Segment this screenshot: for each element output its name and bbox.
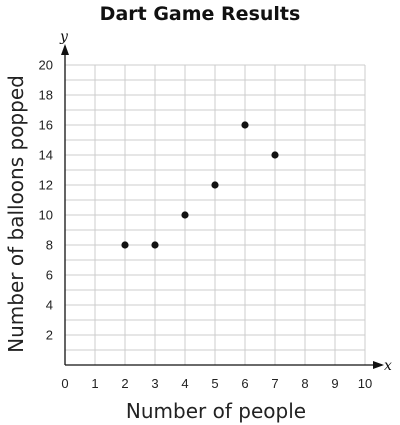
y-tick-label: 12: [39, 178, 53, 193]
x-tick-label: 7: [271, 376, 278, 391]
x-tick-label: 0: [61, 376, 68, 391]
x-axis-variable: x: [384, 358, 392, 374]
x-tick-label: 5: [211, 376, 218, 391]
y-tick-label: 6: [46, 268, 53, 283]
x-tick-label: 3: [151, 376, 158, 391]
x-tick-label: 8: [301, 376, 308, 391]
data-point: [241, 121, 249, 129]
chart-title: Dart Game Results: [99, 3, 301, 25]
y-axis-label: Number of balloons popped: [4, 75, 28, 353]
y-axis-arrow: [61, 44, 69, 55]
x-tick-label: 10: [358, 376, 372, 391]
data-point: [151, 241, 159, 249]
y-tick-label: 14: [39, 148, 53, 163]
data-point: [181, 211, 189, 219]
x-tick-label: 4: [181, 376, 188, 391]
x-tick-label: 6: [241, 376, 248, 391]
x-axis-arrow: [373, 361, 384, 369]
y-tick-label: 8: [46, 238, 53, 253]
axes: [61, 44, 384, 369]
y-tick-label: 4: [46, 298, 53, 313]
grid-lines: [65, 64, 366, 365]
y-tick-label: 20: [39, 58, 53, 73]
x-tick-label: 1: [91, 376, 98, 391]
y-axis-variable: y: [59, 29, 69, 45]
data-point: [211, 181, 219, 189]
x-tick-label: 2: [121, 376, 128, 391]
y-tick-label: 10: [39, 208, 53, 223]
data-points: [121, 121, 279, 249]
y-tick-label: 18: [39, 88, 53, 103]
y-tick-label: 2: [46, 328, 53, 343]
data-point: [121, 241, 129, 249]
x-axis-label: Number of people: [126, 399, 306, 423]
data-point: [271, 151, 279, 159]
y-tick-label: 16: [39, 118, 53, 133]
x-tick-label: 9: [331, 376, 338, 391]
